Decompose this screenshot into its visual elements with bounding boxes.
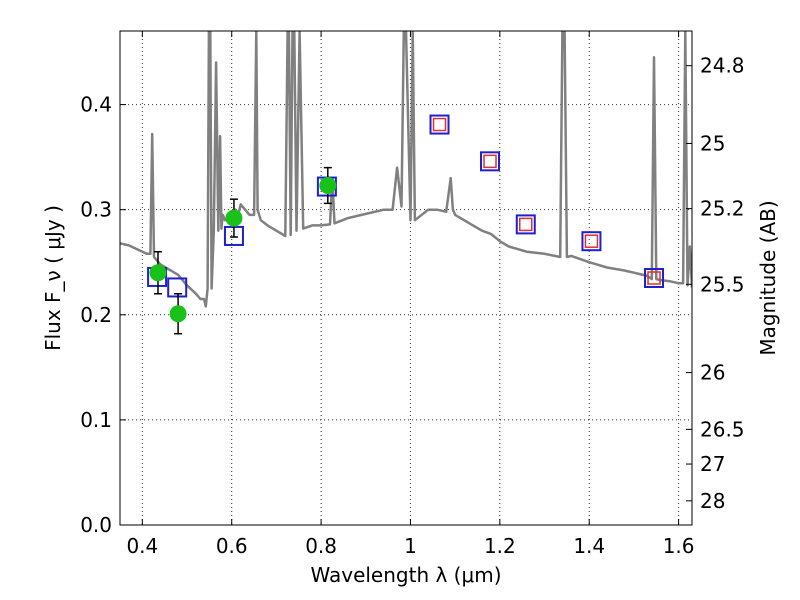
- right-tick-label: 26: [700, 361, 725, 385]
- model-point-box: [480, 151, 501, 172]
- observed-point: [149, 264, 167, 282]
- x-tick-label: 1: [404, 534, 417, 558]
- model-point-inner: [519, 217, 533, 232]
- model-point-box: [429, 114, 450, 135]
- model-point-inner: [432, 117, 447, 132]
- x-tick-label: 0.4: [126, 534, 158, 558]
- y-axis-right-title: Magnitude (AB): [756, 200, 780, 355]
- plot-area: [120, 31, 692, 335]
- x-tick-label: 1.6: [663, 534, 695, 558]
- spectrum-line: [120, 31, 692, 308]
- right-tick-label: 28: [700, 489, 725, 513]
- y-tick-label: 0.3: [80, 198, 112, 222]
- x-tick-label: 0.8: [305, 534, 337, 558]
- right-tick-label: 25.5: [700, 272, 745, 296]
- right-tick-label: 25: [700, 131, 725, 155]
- y-tick-label: 0.0: [80, 513, 112, 537]
- right-tick-label: 27: [700, 452, 725, 476]
- x-tick-label: 0.6: [216, 534, 248, 558]
- right-tick-label: 25.2: [700, 197, 745, 221]
- model-point-inner: [584, 234, 599, 248]
- model-point-box: [644, 268, 665, 288]
- model-point-box: [167, 277, 188, 298]
- y-tick-label: 0.2: [80, 303, 112, 327]
- x-tick-label: 1.4: [573, 534, 605, 558]
- x-tick-label: 1.2: [484, 534, 516, 558]
- model-point-box: [515, 214, 536, 235]
- right-tick-label: 24.8: [700, 54, 745, 78]
- observed-point: [169, 305, 187, 323]
- y-tick-label: 0.1: [80, 408, 112, 432]
- axis-ticks: 0.4 0.6 0.8 1 1.2 1.4 1.6 0.0 0.1 0.2 0.3 0.4 24.8 25…: [80, 31, 745, 558]
- model-point-inner: [483, 154, 497, 169]
- observed-point: [319, 177, 337, 195]
- y-tick-label: 0.4: [80, 93, 112, 117]
- model-point-inner: [647, 271, 661, 285]
- observed-point: [225, 209, 243, 227]
- x-axis-title: Wavelength λ (μm): [310, 563, 501, 587]
- model-point-box: [581, 231, 602, 252]
- y-axis-title: Flux F_ν ( μJy ): [41, 205, 65, 351]
- right-tick-label: 26.5: [700, 417, 745, 441]
- plot-frame: [119, 30, 693, 526]
